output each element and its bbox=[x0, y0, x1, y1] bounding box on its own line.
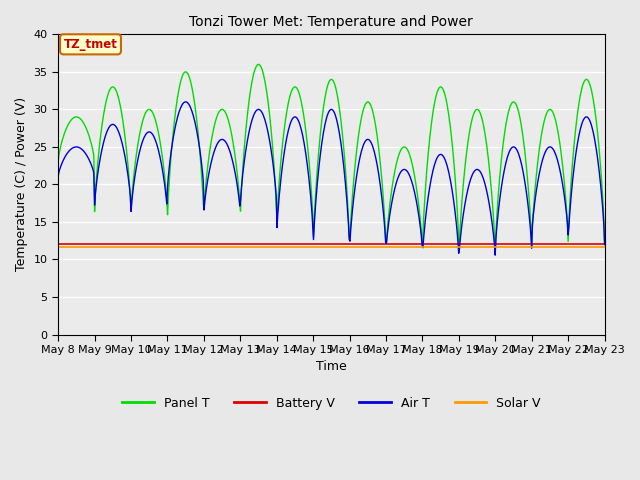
Panel T bbox=[176, 83, 184, 88]
Air T bbox=[176, 107, 184, 113]
Solar V bbox=[205, 245, 212, 251]
Solar V bbox=[398, 245, 406, 251]
Text: TZ_tmet: TZ_tmet bbox=[63, 38, 117, 51]
Legend: Panel T, Battery V, Air T, Solar V: Panel T, Battery V, Air T, Solar V bbox=[117, 392, 545, 415]
Solar V bbox=[601, 245, 609, 251]
Air T bbox=[415, 210, 422, 216]
Panel T bbox=[120, 128, 128, 133]
Y-axis label: Temperature (C) / Power (V): Temperature (C) / Power (V) bbox=[15, 97, 28, 272]
Solar V bbox=[120, 245, 128, 251]
Battery V bbox=[54, 241, 62, 247]
Panel T bbox=[255, 61, 262, 67]
Solar V bbox=[414, 245, 422, 251]
Title: Tonzi Tower Met: Temperature and Power: Tonzi Tower Met: Temperature and Power bbox=[189, 15, 473, 29]
Battery V bbox=[601, 241, 609, 247]
Panel T bbox=[601, 241, 609, 247]
Air T bbox=[205, 168, 213, 174]
Panel T bbox=[399, 145, 406, 151]
Panel T bbox=[54, 159, 62, 165]
Air T bbox=[120, 150, 128, 156]
Solar V bbox=[64, 245, 72, 251]
Panel T bbox=[415, 200, 422, 205]
Solar V bbox=[176, 245, 184, 251]
X-axis label: Time: Time bbox=[316, 360, 347, 373]
Panel T bbox=[492, 250, 499, 255]
Battery V bbox=[176, 241, 184, 247]
Line: Air T: Air T bbox=[58, 102, 605, 255]
Battery V bbox=[120, 241, 128, 247]
Solar V bbox=[54, 245, 62, 251]
Panel T bbox=[205, 156, 212, 162]
Air T bbox=[54, 174, 62, 180]
Air T bbox=[399, 167, 406, 173]
Battery V bbox=[205, 241, 212, 247]
Air T bbox=[601, 241, 609, 247]
Air T bbox=[64, 149, 72, 155]
Battery V bbox=[64, 241, 72, 247]
Air T bbox=[492, 252, 499, 258]
Battery V bbox=[398, 241, 406, 247]
Air T bbox=[182, 99, 189, 105]
Battery V bbox=[414, 241, 422, 247]
Panel T bbox=[64, 122, 72, 128]
Line: Panel T: Panel T bbox=[58, 64, 605, 252]
